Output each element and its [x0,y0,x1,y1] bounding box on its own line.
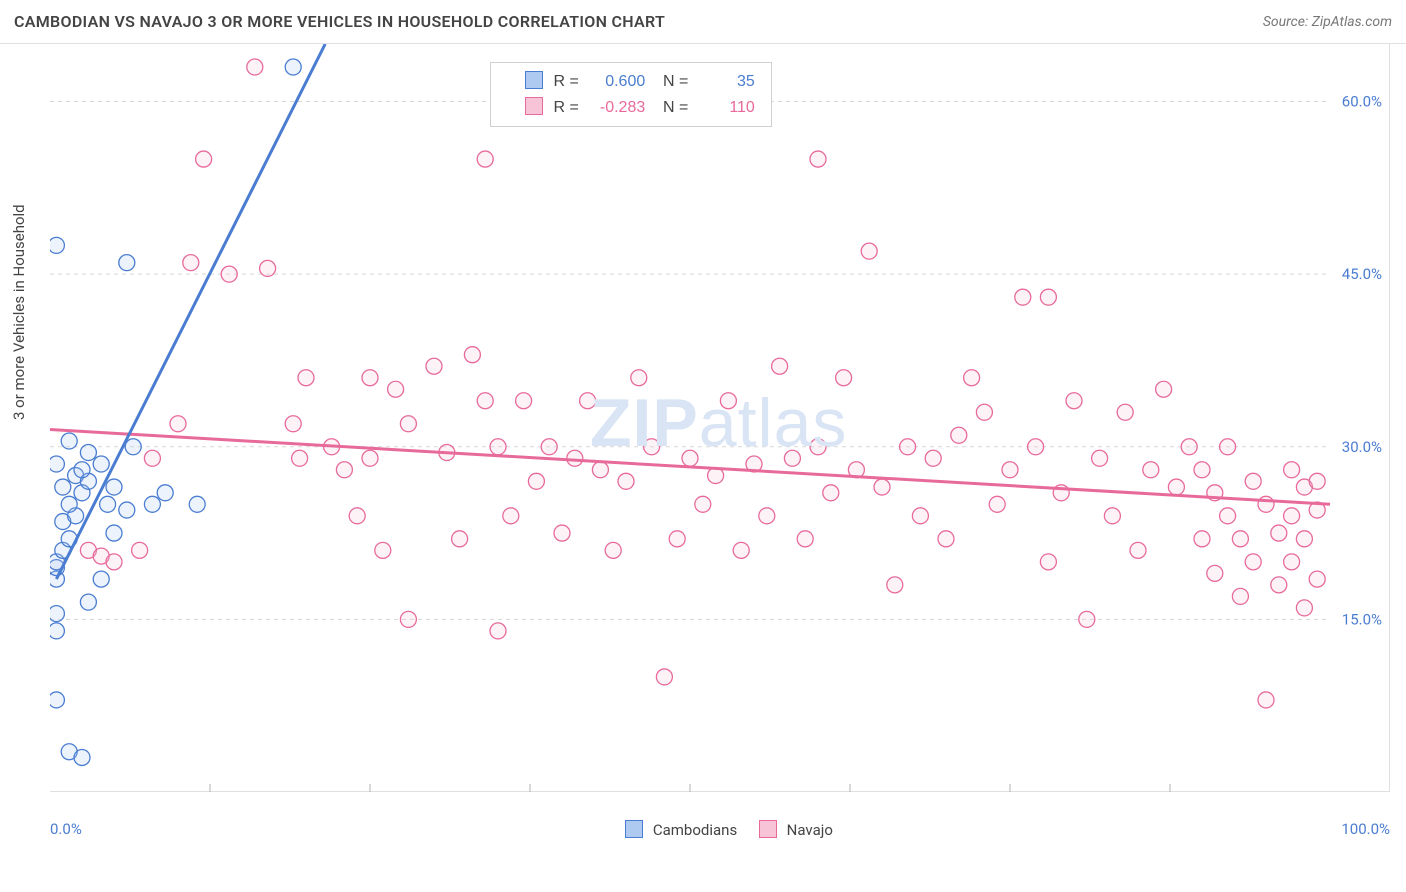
cambodians-swatch-icon [625,820,643,838]
x-axis-labels: 0.0% Cambodians Navajo 100.0% [50,820,1390,850]
corr-row-navajo: R = -0.283 N = 110 [507,95,755,121]
svg-text:45.0%: 45.0% [1342,265,1382,283]
source-name: ZipAtlas.com [1312,14,1392,30]
n-value-navajo: 110 [693,95,755,121]
series-legend: Cambodians Navajo [50,820,1390,839]
n-label: N = [663,69,688,95]
correlation-legend-box: R = 0.600 N = 35 R = -0.283 N = 110 [490,62,772,127]
svg-text:15.0%: 15.0% [1342,610,1382,628]
chart-source: Source: ZipAtlas.com [1263,14,1392,30]
navajo-swatch-icon [525,97,543,115]
cambodians-swatch-icon [525,71,543,89]
n-value-cambodians: 35 [693,69,755,95]
navajo-swatch-icon [759,820,777,838]
chart-header: CAMBODIAN VS NAVAJO 3 OR MORE VEHICLES I… [0,0,1406,44]
chart-container: CAMBODIAN VS NAVAJO 3 OR MORE VEHICLES I… [0,0,1406,892]
r-value-cambodians: 0.600 [583,69,645,95]
chart-svg: 15.0% 30.0% 45.0% 60.0% [50,44,1390,792]
svg-text:30.0%: 30.0% [1342,438,1382,456]
r-value-navajo: -0.283 [583,95,645,121]
y-axis-label: 3 or more Vehicles in Household [10,204,28,420]
x-max-label: 100.0% [1341,820,1390,838]
svg-text:60.0%: 60.0% [1342,93,1382,111]
chart-title: CAMBODIAN VS NAVAJO 3 OR MORE VEHICLES I… [14,12,665,31]
r-label: R = [553,69,578,95]
r-label: R = [553,95,578,121]
plot-area: 15.0%30.0%45.0%60.0% ZIPatlas R = 0.600 … [50,44,1390,792]
n-label: N = [663,95,688,121]
legend-label-cambodians: Cambodians [653,821,737,839]
legend-label-navajo: Navajo [787,821,833,839]
source-prefix: Source: [1263,14,1312,30]
corr-row-cambodians: R = 0.600 N = 35 [507,69,755,95]
